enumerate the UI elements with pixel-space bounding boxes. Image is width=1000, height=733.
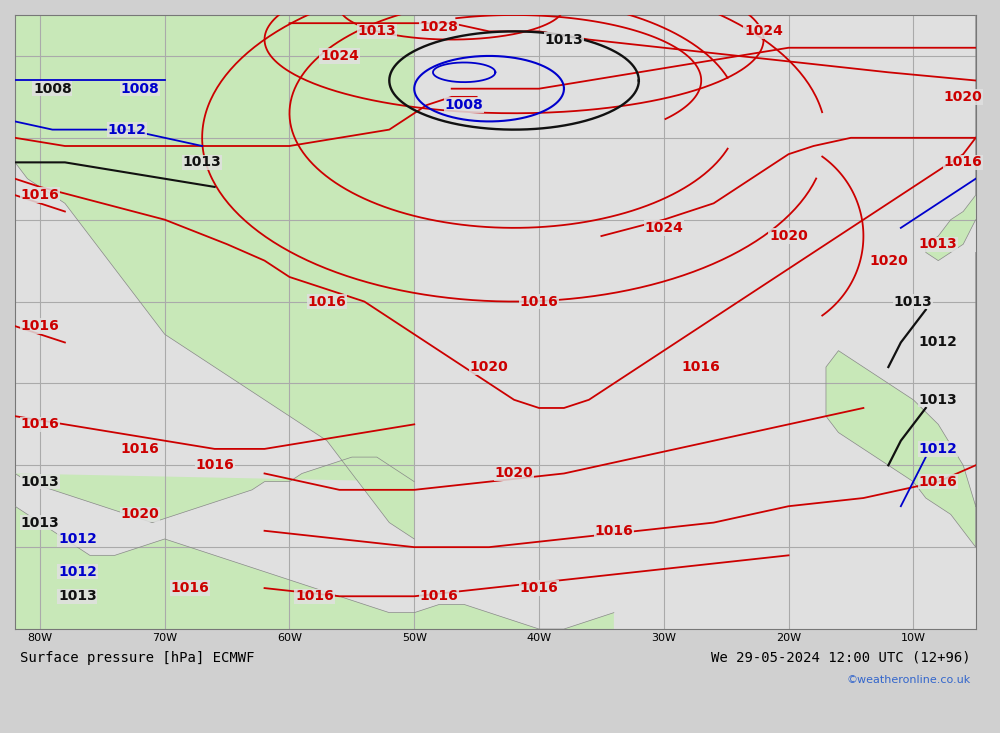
Text: 50W: 50W [402, 633, 427, 643]
Text: 1020: 1020 [495, 466, 533, 480]
Polygon shape [15, 457, 414, 523]
Polygon shape [15, 15, 414, 539]
Text: 1020: 1020 [769, 229, 808, 243]
Text: 1020: 1020 [944, 90, 983, 104]
Text: 20W: 20W [776, 633, 801, 643]
Text: 1013: 1013 [21, 475, 59, 489]
Text: 1016: 1016 [120, 442, 159, 456]
Text: 1013: 1013 [58, 589, 97, 603]
Text: 1016: 1016 [295, 589, 334, 603]
Text: ©weatheronline.co.uk: ©weatheronline.co.uk [847, 675, 971, 685]
Text: 1016: 1016 [170, 581, 209, 595]
Text: 1008: 1008 [445, 98, 484, 112]
Polygon shape [15, 507, 614, 629]
Text: 1016: 1016 [682, 360, 721, 374]
Text: 1028: 1028 [420, 21, 459, 34]
Text: 80W: 80W [27, 633, 53, 643]
Text: 1016: 1016 [21, 319, 59, 333]
Text: 1016: 1016 [308, 295, 346, 309]
Text: 1013: 1013 [21, 515, 59, 529]
Text: 1008: 1008 [33, 81, 72, 96]
Text: 1016: 1016 [21, 417, 59, 431]
Text: 1016: 1016 [944, 155, 983, 169]
Text: 1016: 1016 [420, 589, 459, 603]
Polygon shape [826, 252, 976, 547]
Text: 10W: 10W [901, 633, 926, 643]
Text: 1013: 1013 [919, 237, 958, 251]
Text: 30W: 30W [651, 633, 676, 643]
Text: 1016: 1016 [520, 295, 558, 309]
Text: 1024: 1024 [644, 221, 683, 235]
Polygon shape [926, 15, 976, 261]
Text: 1013: 1013 [357, 24, 396, 38]
Text: 1016: 1016 [195, 458, 234, 472]
Text: 70W: 70W [152, 633, 177, 643]
Text: 1012: 1012 [919, 442, 958, 456]
Text: 1020: 1020 [869, 254, 908, 268]
Text: 1013: 1013 [545, 32, 583, 47]
Text: 1020: 1020 [120, 507, 159, 521]
Text: 1024: 1024 [320, 49, 359, 63]
Text: 1012: 1012 [58, 564, 97, 579]
Text: 1024: 1024 [744, 24, 783, 38]
Text: Surface pressure [hPa] ECMWF: Surface pressure [hPa] ECMWF [20, 650, 254, 665]
Text: 1016: 1016 [520, 581, 558, 595]
Text: 60W: 60W [277, 633, 302, 643]
Text: 1020: 1020 [470, 360, 508, 374]
Text: 1013: 1013 [919, 393, 958, 407]
Text: 1013: 1013 [183, 155, 222, 169]
Text: 1013: 1013 [894, 295, 933, 309]
Text: 1016: 1016 [21, 188, 59, 202]
Text: 1012: 1012 [919, 336, 958, 350]
Text: 1016: 1016 [919, 475, 958, 489]
Text: 40W: 40W [526, 633, 552, 643]
Text: 1016: 1016 [594, 524, 633, 538]
Text: We 29-05-2024 12:00 UTC (12+96): We 29-05-2024 12:00 UTC (12+96) [711, 650, 971, 665]
Text: 1012: 1012 [108, 122, 147, 136]
Text: 1012: 1012 [58, 532, 97, 546]
Text: 1008: 1008 [120, 81, 159, 96]
